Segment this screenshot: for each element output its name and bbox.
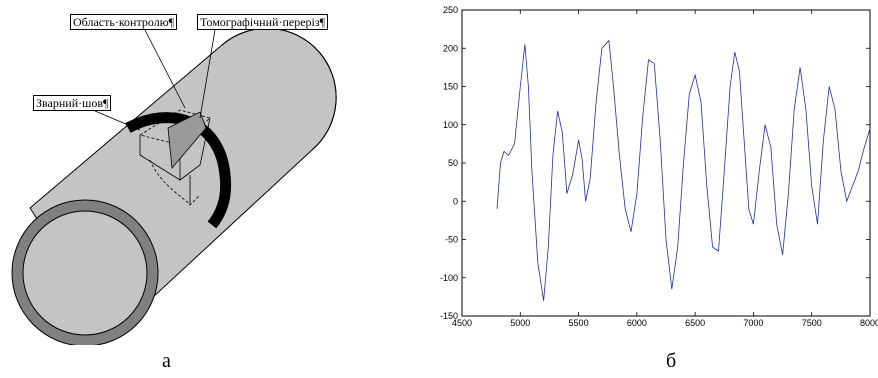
x-tick-label: 5000 [510,318,530,328]
weld-seam [125,112,232,229]
pipe-back-end [221,27,337,151]
x-tick-label: 5500 [569,318,589,328]
x-tick-label: 7000 [743,318,763,328]
caption-a: а [162,350,171,372]
x-tick-label: 8000 [860,318,878,328]
leader-inspection [144,29,186,109]
y-tick-label: 250 [443,5,458,15]
callout-weld-seam: Зварний·шов¶ [33,95,112,111]
x-tick-label: 6000 [627,318,647,328]
leader-tomo [199,29,216,119]
callout-inspection-area: Область·контролю¶ [70,14,178,30]
callout-tomographic-section: Томографічний·переріз¶ [197,14,329,30]
x-tick-label: 4500 [452,318,472,328]
signal-series-line [496,39,871,301]
inspection-area [138,109,211,206]
pipe-front-inner [22,210,148,336]
x-tick-label: 7500 [802,318,822,328]
y-tick-label: 100 [443,120,458,130]
signal-chart: -150 -100 -50 0 50 100 150 200 250 4500 5000 5500 6… [440,5,878,328]
y-tick-label: -50 [445,235,458,245]
y-tick-label: 0 [453,196,458,206]
caption-b: б [666,350,677,372]
y-tick-label: 50 [448,158,458,168]
y-axis-ticks: -150 -100 -50 0 50 100 150 200 250 [440,5,870,321]
y-tick-label: -100 [440,273,458,283]
x-axis-ticks: 4500 5000 5500 6000 6500 7000 7500 8000 [452,10,878,328]
pipe-weld-diagram [11,27,337,345]
x-tick-label: 6500 [685,318,705,328]
leader-weld [87,107,141,131]
plot-frame [461,9,871,317]
y-tick-label: -150 [440,311,458,321]
y-tick-label: 200 [443,43,458,53]
y-tick-label: 150 [443,82,458,92]
tomographic-section [167,111,207,169]
